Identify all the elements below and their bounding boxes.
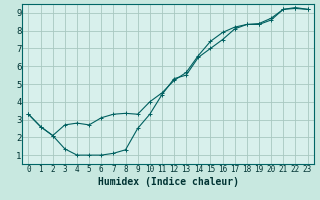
X-axis label: Humidex (Indice chaleur): Humidex (Indice chaleur) xyxy=(98,176,238,187)
